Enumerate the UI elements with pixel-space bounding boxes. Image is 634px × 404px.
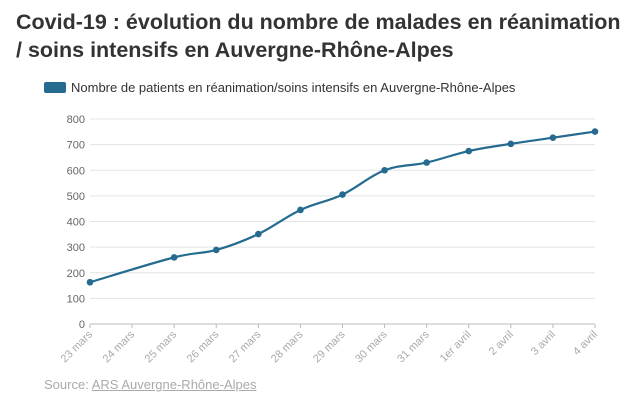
data-point[interactable] (465, 147, 473, 155)
x-tick-label: 1er avril (438, 329, 474, 365)
data-point[interactable] (549, 134, 557, 142)
y-tick-label: 400 (67, 217, 85, 229)
y-tick-label: 200 (67, 268, 85, 280)
x-axis: 23 mars 24 mars 25 mars 26 mars 27 mars 28 ma… (59, 324, 600, 365)
legend-swatch (44, 82, 66, 93)
legend: Nombre de patients en réanimation/soins … (44, 80, 515, 95)
x-tick-label: 3 avril (529, 329, 558, 358)
x-tick-label: 23 mars (59, 328, 96, 365)
y-tick-label: 800 (67, 114, 85, 126)
y-tick-label: 700 (67, 140, 85, 152)
gridlines (90, 118, 595, 325)
x-tick-label: 30 mars (353, 328, 390, 365)
x-tick-label: 29 mars (311, 328, 348, 365)
legend-label: Nombre de patients en réanimation/soins … (71, 80, 516, 95)
series-points (86, 128, 599, 286)
x-tick-label: 24 mars (101, 328, 138, 365)
data-point[interactable] (591, 128, 599, 135)
y-tick-label: 500 (67, 191, 85, 203)
data-point[interactable] (297, 206, 304, 214)
source-note: Source: ARS Auvergne-Rhône-Alpes (44, 377, 256, 392)
data-point[interactable] (170, 254, 178, 261)
data-point[interactable] (381, 166, 388, 174)
data-point[interactable] (423, 159, 430, 166)
data-point[interactable] (86, 278, 94, 286)
x-tick-label: 28 mars (269, 328, 306, 365)
x-tick-label: 27 mars (227, 328, 264, 365)
chart-title: Covid-19 : évolution du nombre de malade… (16, 10, 621, 62)
y-tick-label: 0 (79, 319, 85, 331)
y-tick-label: 600 (67, 165, 85, 177)
data-point[interactable] (339, 191, 346, 198)
series-path (89, 130, 596, 284)
data-point[interactable] (255, 230, 262, 238)
x-tick-label: 2 avril (487, 329, 516, 358)
x-tick-label: 4 avril (571, 329, 600, 358)
data-point[interactable] (212, 246, 220, 254)
y-tick-label: 100 (67, 293, 85, 305)
series-line (89, 130, 596, 284)
x-tick-label: 26 mars (185, 328, 222, 365)
y-tick-label: 300 (67, 242, 85, 254)
data-point[interactable] (507, 140, 515, 148)
source-link[interactable]: ARS Auvergne-Rhône-Alpes (91, 377, 257, 392)
y-axis: 0 100 200 300 400 500 600 700 800 (67, 114, 85, 331)
x-tick-label: 31 mars (395, 328, 432, 365)
source-prefix: Source: (44, 377, 92, 392)
x-tick-label: 25 mars (143, 328, 180, 365)
